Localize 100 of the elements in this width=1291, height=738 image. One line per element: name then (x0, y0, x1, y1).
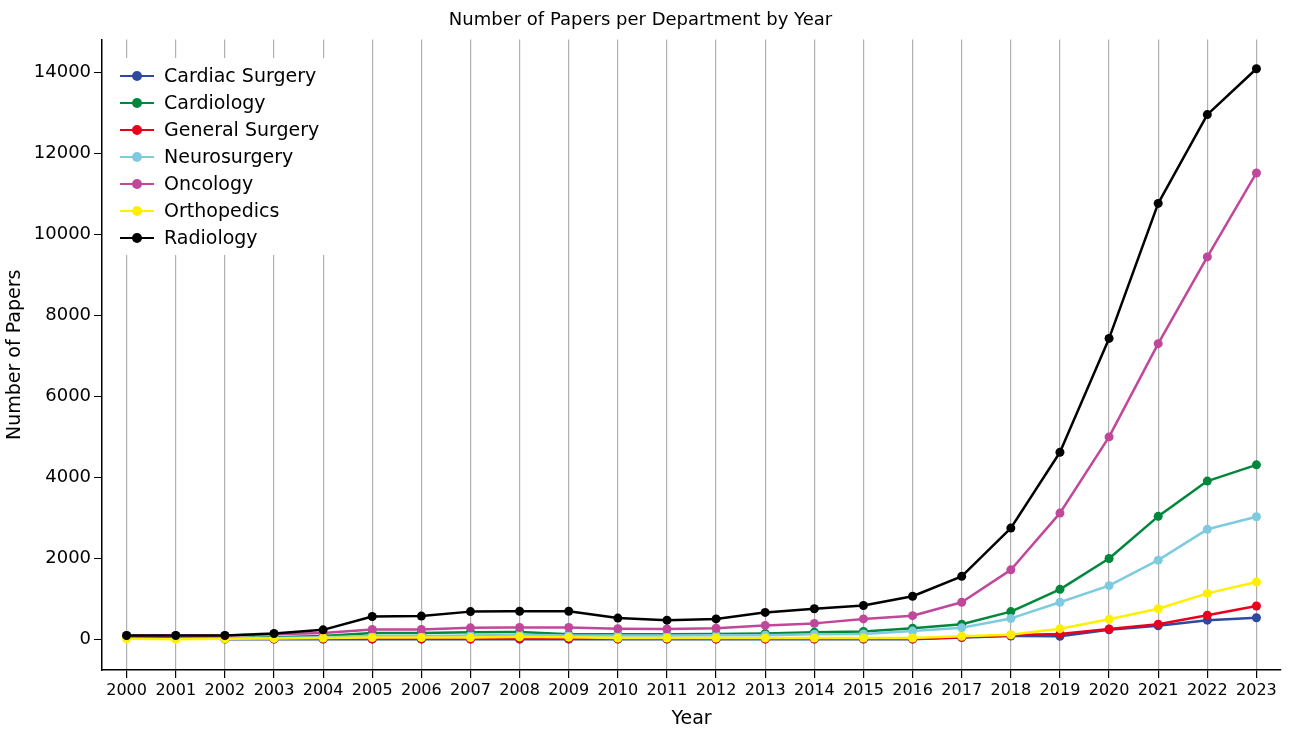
point (1055, 584, 1065, 594)
y-axis-title: Number of Papers (2, 269, 25, 441)
x-tick-label: 2007 (450, 679, 491, 699)
x-tick-label: 2006 (401, 679, 442, 699)
x-tick-label: 2003 (253, 679, 295, 699)
point (416, 624, 426, 634)
point (1202, 476, 1212, 486)
y-tick-label: 0 (79, 627, 92, 649)
point (1104, 432, 1114, 442)
point (1251, 601, 1261, 611)
point (1055, 508, 1065, 518)
point (957, 597, 967, 607)
legend-label: Oncology (164, 171, 254, 196)
point (760, 620, 770, 630)
point (1104, 581, 1114, 591)
point (1202, 588, 1212, 598)
x-tick-label: 2008 (499, 679, 540, 699)
x-tick-label: 2017 (941, 679, 983, 699)
point (1153, 604, 1163, 614)
legend-label: Neurosurgery (164, 144, 294, 169)
point (367, 624, 377, 634)
point (1251, 577, 1261, 587)
point (1202, 610, 1212, 620)
x-tick-label: 2022 (1186, 679, 1228, 699)
x-tick-label: 2012 (695, 679, 737, 699)
x-tick-label: 2014 (793, 679, 835, 699)
point (908, 591, 918, 601)
point (564, 622, 574, 632)
x-tick-label: 2002 (204, 679, 246, 699)
x-tick-label: 2015 (843, 679, 884, 699)
y-tick-label: 14000 (33, 59, 92, 81)
x-tick-label: 2010 (597, 679, 639, 699)
y-tick-label: 8000 (45, 302, 92, 324)
point (1006, 523, 1016, 533)
x-axis-title: Year (670, 705, 712, 728)
y-tick-label: 6000 (45, 384, 92, 406)
point (957, 571, 967, 581)
point (1153, 339, 1163, 349)
y-tick-label: 2000 (45, 546, 92, 568)
x-tick-label: 2021 (1137, 679, 1179, 699)
x-tick-label: 2019 (1039, 679, 1081, 699)
point (1006, 614, 1016, 624)
point (1202, 524, 1212, 534)
point (1104, 333, 1114, 343)
point (662, 624, 672, 634)
point (1006, 565, 1016, 575)
point (711, 623, 721, 633)
legend-label: Orthopedics (164, 198, 280, 223)
point (1055, 624, 1065, 634)
legend-label: Cardiac Surgery (164, 63, 317, 88)
point (515, 622, 525, 632)
point (465, 623, 475, 633)
point (1104, 554, 1114, 564)
x-tick-label: 2016 (892, 679, 933, 699)
point (858, 601, 868, 611)
point (613, 613, 623, 623)
legend-label: Cardiology (164, 90, 266, 115)
point (1153, 511, 1163, 521)
y-tick-label: 10000 (33, 221, 92, 243)
x-tick-label: 2023 (1236, 679, 1277, 699)
point (760, 607, 770, 617)
point (1251, 168, 1261, 178)
point (515, 606, 525, 616)
point (1251, 613, 1261, 623)
point (1104, 614, 1114, 624)
x-tick-label: 2011 (646, 679, 688, 699)
legend-label: General Surgery (164, 117, 320, 142)
point (564, 606, 574, 616)
point (1055, 597, 1065, 607)
point (1251, 460, 1261, 470)
x-tick-label: 2018 (990, 679, 1032, 699)
point (613, 624, 623, 634)
point (957, 623, 967, 633)
y-tick-label: 12000 (33, 140, 92, 162)
point (858, 614, 868, 624)
x-tick-label: 2004 (302, 679, 344, 699)
point (908, 611, 918, 621)
point (1202, 252, 1212, 262)
legend-label: Radiology (164, 225, 258, 250)
x-tick-label: 2009 (548, 679, 590, 699)
point (1055, 447, 1065, 457)
point (711, 614, 721, 624)
x-tick-label: 2013 (744, 679, 786, 699)
point (1202, 110, 1212, 120)
x-tick-label: 2005 (351, 679, 393, 699)
point (1251, 64, 1261, 74)
point (809, 618, 819, 628)
x-tick-label: 2001 (155, 679, 197, 699)
point (1153, 198, 1163, 208)
y-tick-label: 4000 (45, 465, 92, 487)
x-tick-label: 2020 (1088, 679, 1130, 699)
point (465, 607, 475, 617)
point (367, 611, 377, 621)
chart-title: Number of Papers per Department by Year (448, 8, 833, 30)
point (416, 611, 426, 621)
x-tick-label: 2000 (106, 679, 147, 699)
point (1153, 555, 1163, 565)
point (1251, 512, 1261, 522)
point (809, 604, 819, 614)
point (662, 615, 672, 625)
